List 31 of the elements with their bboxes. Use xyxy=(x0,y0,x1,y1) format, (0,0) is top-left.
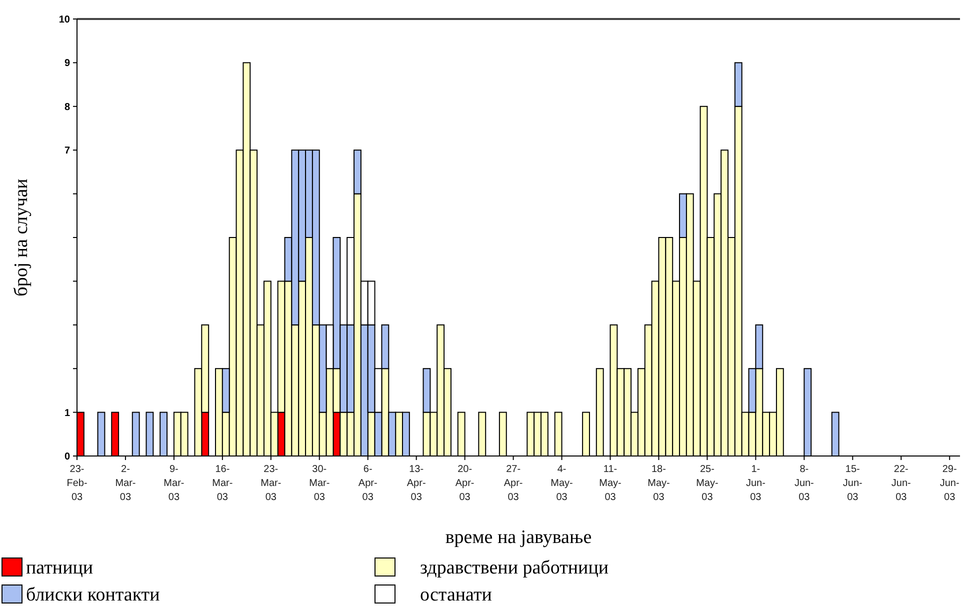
x-tick-label: 25-May-03 xyxy=(696,464,718,503)
y-tick-label: 1 xyxy=(64,408,70,419)
y-tick-label: 7 xyxy=(64,146,70,157)
y-tick-label: 9 xyxy=(64,58,70,70)
x-tick-label: 11-May-03 xyxy=(599,464,622,503)
x-tick-label: 15-Jun-03 xyxy=(842,464,862,503)
x-tick-label: 6-Apr-03 xyxy=(358,464,378,503)
x-tick-label: 20-Apr-03 xyxy=(455,464,474,503)
x-tick-label: 8-Jun-03 xyxy=(794,464,814,503)
x-tick-label: 23-Feb-03 xyxy=(66,464,88,503)
x-tick-label: 30-Mar-03 xyxy=(309,464,330,503)
y-tick-label: 8 xyxy=(64,102,70,113)
legend-label: здравствени работници xyxy=(420,558,609,579)
legend-label: блиски контакти xyxy=(26,584,160,606)
y-tick-label: 0 xyxy=(64,452,70,462)
y-axis-title: број на случаи xyxy=(11,178,32,296)
x-tick-label: 27-Apr-03 xyxy=(504,464,523,503)
x-tick-label: 2-Mar-03 xyxy=(115,464,136,503)
legend-label: останати xyxy=(420,584,492,606)
x-tick-label: 29-Jun-03 xyxy=(940,464,960,503)
x-tick-label: 4-May-03 xyxy=(550,464,573,503)
x-tick-label: 22-Jun-03 xyxy=(891,464,911,503)
legend-label: патници xyxy=(26,558,94,579)
x-tick-label: 18-May-03 xyxy=(648,464,670,503)
x-tick-label: 23-Mar-03 xyxy=(260,464,282,503)
x-tick-label: 1-Jun-03 xyxy=(746,464,766,503)
x-tick-label: 16-Mar-03 xyxy=(212,464,233,503)
x-axis-title: време на јавување xyxy=(445,527,592,548)
x-tick-label: 9-Mar-03 xyxy=(164,464,184,503)
x-tick-label: 13-Apr-03 xyxy=(406,464,426,503)
y-tick-label: 10 xyxy=(58,14,70,26)
